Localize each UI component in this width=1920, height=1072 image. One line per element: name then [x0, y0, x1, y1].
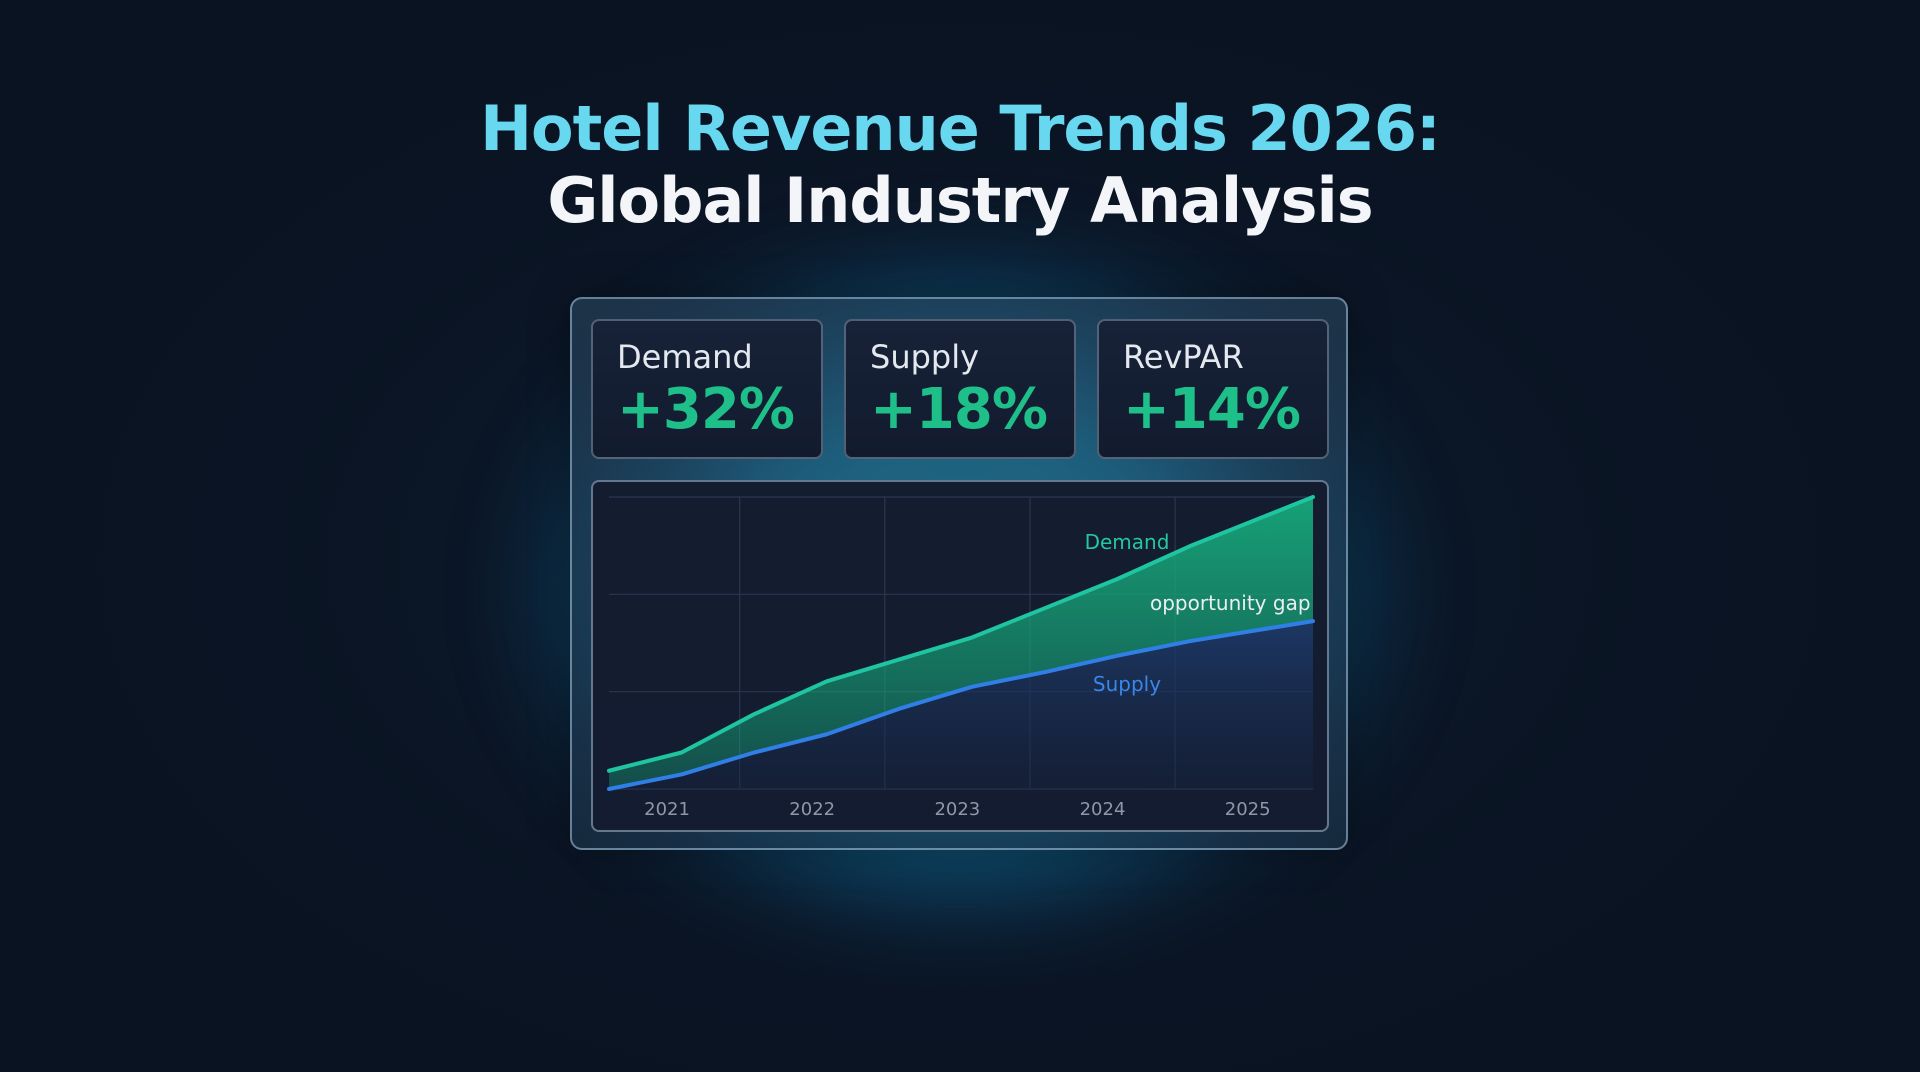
metric-label: Supply — [870, 338, 980, 376]
opportunity-gap-annotation: opportunity gap — [1150, 591, 1311, 615]
x-tick-label: 2021 — [644, 799, 690, 820]
metric-value: +18% — [870, 377, 1048, 442]
page-subtitle: Global Industry Analysis — [547, 164, 1373, 237]
metric-card-revpar: RevPAR +14% — [1097, 319, 1329, 459]
metric-label: RevPAR — [1123, 338, 1244, 376]
demand-annotation: Demand — [1085, 530, 1170, 554]
page-title: Hotel Revenue Trends 2026: — [480, 92, 1441, 165]
x-tick-label: 2022 — [789, 799, 835, 820]
metric-card-supply: Supply +18% — [844, 319, 1076, 459]
metric-card-demand: Demand +32% — [591, 319, 823, 459]
metric-value: +32% — [617, 377, 795, 442]
x-tick-label: 2023 — [934, 799, 980, 820]
dashboard-panel: Demand +32% Supply +18% RevPAR +14% 2021… — [570, 297, 1348, 850]
metric-label: Demand — [617, 338, 753, 376]
x-tick-label: 2024 — [1080, 799, 1126, 820]
supply-annotation: Supply — [1093, 672, 1161, 696]
opportunity-gap-area — [609, 497, 1313, 789]
chart-container: 2021 2022 2023 2024 2025 Demand opportunity ga… — [591, 480, 1329, 832]
demand-line — [607, 495, 1315, 773]
line-chart: 2021 2022 2023 2024 2025 Demand opportunity ga… — [607, 495, 1315, 820]
supply-area — [609, 621, 1313, 789]
x-tick-label: 2025 — [1225, 799, 1271, 820]
metric-value: +14% — [1123, 377, 1301, 442]
supply-line — [607, 619, 1315, 791]
